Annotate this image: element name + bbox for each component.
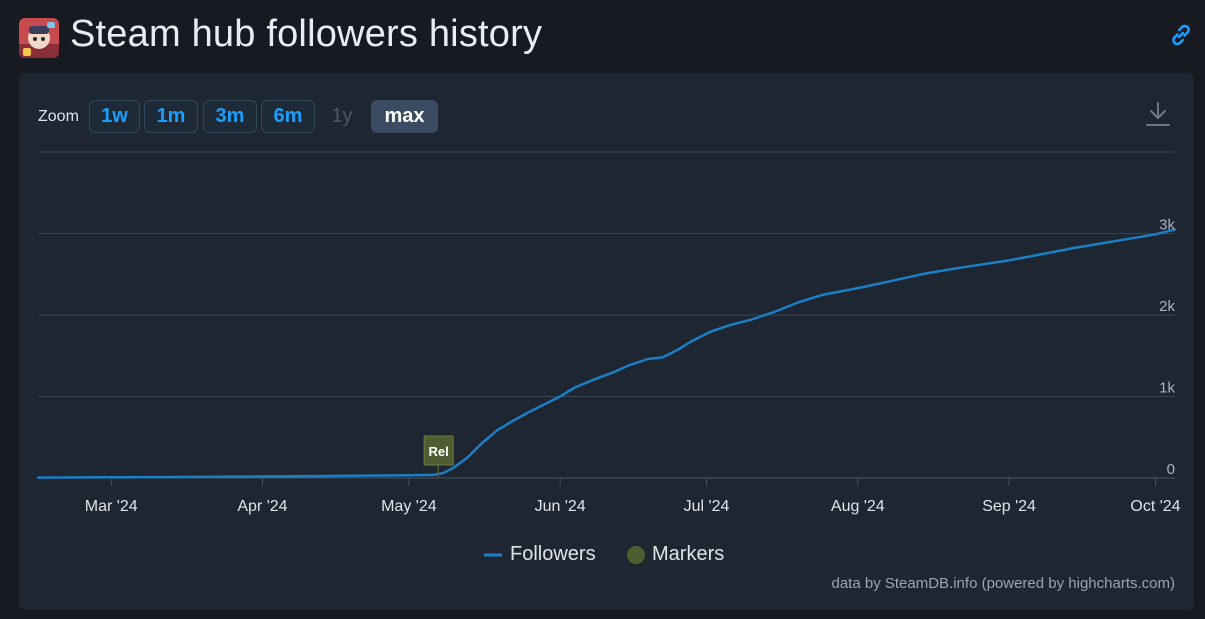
zoom-1m-button[interactable]: 1m — [144, 100, 198, 133]
page-header: Steam hub followers history — [0, 0, 1205, 72]
zoom-1y-button: 1y — [331, 105, 353, 127]
series-line-followers[interactable] — [36, 228, 1177, 479]
zoom-6m-button[interactable]: 6m — [261, 100, 315, 133]
y-tick-label: 0 — [1167, 461, 1175, 478]
legend-dot-swatch — [627, 545, 645, 564]
legend-line-swatch — [484, 553, 502, 556]
zoom-max-button[interactable]: max — [371, 100, 438, 133]
page-title: Steam hub followers history — [70, 13, 543, 55]
x-tick-label: May '24 — [381, 498, 437, 515]
x-tick-label: Mar '24 — [85, 498, 138, 515]
y-tick-label: 1k — [1159, 380, 1175, 397]
followers-chart: Rel 0 1k 2k 3k Mar '24 Apr '24 May '24 Jun '24… — [36, 151, 1181, 515]
x-tick-label: Sep '24 — [982, 498, 1036, 515]
y-tick-label: 2k — [1159, 298, 1175, 315]
link-icon[interactable] — [1168, 22, 1194, 48]
zoom-1w-button[interactable]: 1w — [89, 100, 140, 133]
marker-label: Rel — [429, 444, 449, 459]
zoom-label: Zoom — [38, 108, 79, 125]
marker-box — [423, 435, 454, 466]
y-tick-label: 3k — [1159, 217, 1175, 234]
download-icon[interactable] — [1144, 100, 1172, 130]
x-tick-label: Aug '24 — [831, 498, 885, 515]
x-tick-label: Jul '24 — [684, 498, 730, 515]
chart-credits[interactable]: data by SteamDB.info (powered by highcha… — [831, 575, 1176, 592]
legend-item-followers[interactable]: Followers — [484, 543, 596, 566]
x-tick-label: Jun '24 — [535, 498, 586, 515]
legend-item-markers[interactable]: Markers — [625, 543, 724, 566]
legend-label-markers: Markers — [652, 543, 725, 565]
game-capsule-icon — [19, 18, 59, 58]
release-marker-flag[interactable]: Rel — [423, 435, 454, 478]
x-tick-label: Apr '24 — [237, 498, 287, 515]
legend-label-followers: Followers — [510, 543, 596, 565]
chart-panel: Zoom 1w 1m 3m 6m 1y max Rel 0 1k 2k 3k Mar … — [19, 73, 1194, 610]
zoom-3m-button[interactable]: 3m — [203, 100, 257, 133]
x-tick-label: Oct '24 — [1130, 498, 1180, 515]
chart-legend: Followers Markers — [19, 543, 1194, 573]
